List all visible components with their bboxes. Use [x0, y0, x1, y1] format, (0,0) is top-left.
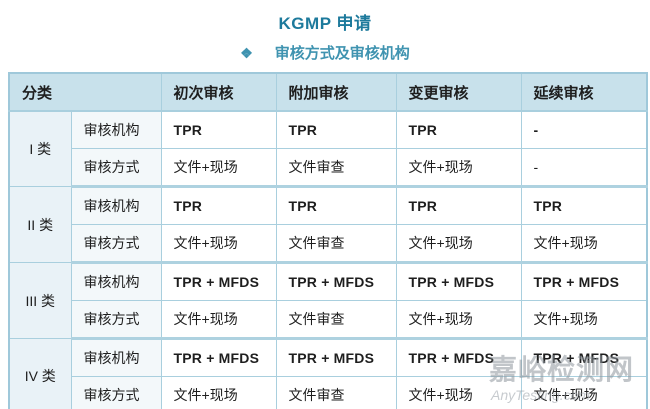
table-cell: TPR [395, 186, 522, 225]
column-header-initial-audit: 初次审核 [160, 72, 277, 112]
table-cell: 文件+现场 [520, 376, 648, 409]
table-row: 审核方式 文件+现场 文件审查 文件+现场 文件+现场 [9, 224, 648, 264]
table-cell: TPR [275, 110, 397, 149]
row-label: 审核机构 [70, 338, 162, 377]
row-label: 审核方式 [70, 148, 162, 188]
table-cell: 文件审查 [275, 224, 397, 264]
table-row: 审核方式 文件+现场 文件审查 文件+现场 文件+现场 [9, 376, 648, 409]
row-label: 审核机构 [70, 110, 162, 149]
table-cell: - [520, 148, 648, 188]
table-row: I 类 审核机构 TPR TPR TPR - [8, 110, 648, 187]
table-cell: 文件+现场 [160, 148, 277, 188]
table-cell: 文件审查 [275, 148, 397, 188]
table-header-row: 分类 初次审核 附加审核 变更审核 延续审核 [8, 72, 648, 112]
table-cell: 文件+现场 [160, 300, 277, 340]
row-label: 审核机构 [70, 186, 162, 225]
column-header-renewal-audit: 延续审核 [520, 72, 648, 112]
category-cell-class-3: III 类 [8, 262, 72, 339]
table-cell: 文件+现场 [395, 300, 522, 340]
diamond-bullet-icon: ❖ [240, 45, 253, 61]
column-header-category: 分类 [8, 72, 162, 112]
table-cell: 文件+现场 [520, 300, 648, 340]
table-cell: 文件+现场 [395, 148, 522, 188]
column-header-change-audit: 变更审核 [395, 72, 522, 112]
table-cell: TPR [520, 186, 648, 225]
category-cell-class-4: IV 类 [8, 338, 72, 409]
column-header-additional-audit: 附加审核 [275, 72, 397, 112]
table-cell: 文件+现场 [395, 376, 522, 409]
table-cell: TPR + MFDS [160, 262, 277, 301]
table-row: III 类 审核机构 TPR + MFDS TPR + MFDS TPR + M… [8, 262, 648, 339]
category-cell-class-1: I 类 [8, 110, 72, 187]
table-cell: 文件+现场 [160, 376, 277, 409]
table-row: IV 类 审核机构 TPR + MFDS TPR + MFDS TPR + MF… [8, 338, 648, 409]
table-cell: 文件审查 [275, 376, 397, 409]
table-cell: TPR + MFDS [395, 262, 522, 301]
kgmp-audit-table: 分类 初次审核 附加审核 变更审核 延续审核 I 类 审核机构 TPR TPR … [8, 72, 649, 409]
page-subtitle: 审核方式及审核机构 [274, 45, 410, 62]
table-cell: TPR [275, 186, 397, 225]
table-cell: TPR [395, 110, 522, 149]
table-cell: TPR + MFDS [160, 338, 277, 377]
table-cell: TPR + MFDS [275, 262, 397, 301]
page-title: KGMP 申请 [278, 14, 372, 33]
table-row: 审核方式 文件+现场 文件审查 文件+现场 文件+现场 [9, 300, 648, 340]
row-label: 审核方式 [70, 376, 162, 409]
table-row: 审核方式 文件+现场 文件审查 文件+现场 - [9, 148, 648, 188]
table-cell: 文件+现场 [520, 224, 648, 264]
table-cell: 文件+现场 [160, 224, 277, 264]
table-cell: 文件审查 [275, 300, 397, 340]
table-cell: TPR [160, 110, 277, 149]
row-label: 审核方式 [70, 224, 162, 264]
table-cell: 文件+现场 [395, 224, 522, 264]
table-cell: TPR + MFDS [275, 338, 397, 377]
table-cell: - [520, 110, 648, 149]
title-block: KGMP 申请 ❖ 审核方式及审核机构 [0, 0, 650, 63]
table-cell: TPR [160, 186, 277, 225]
table-cell: TPR + MFDS [395, 338, 522, 377]
page-subtitle-line: ❖ 审核方式及审核机构 [0, 42, 650, 63]
table-row: II 类 审核机构 TPR TPR TPR TPR [8, 186, 648, 263]
table-cell: TPR + MFDS [520, 262, 648, 301]
row-label: 审核方式 [70, 300, 162, 340]
row-label: 审核机构 [70, 262, 162, 301]
table-cell: TPR + MFDS [520, 338, 648, 377]
category-cell-class-2: II 类 [8, 186, 72, 263]
